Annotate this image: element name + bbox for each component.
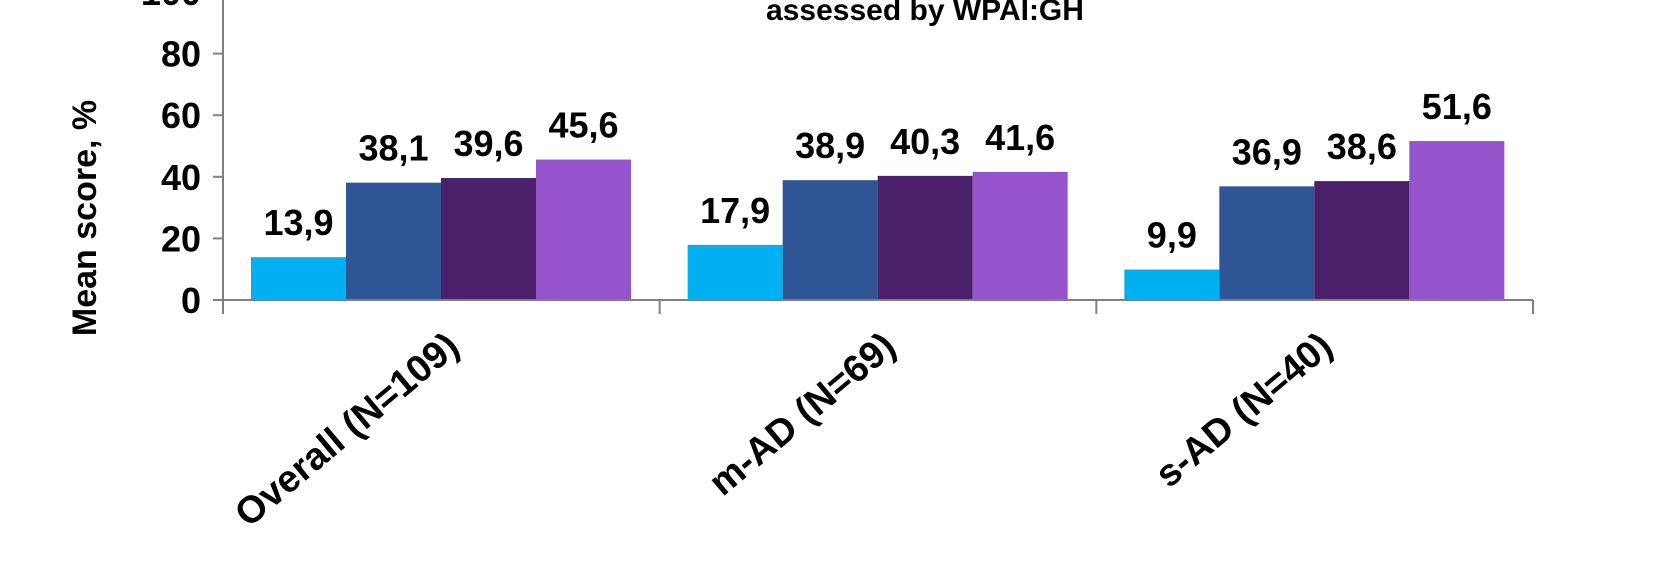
bar bbox=[536, 159, 631, 300]
bar bbox=[1314, 181, 1410, 300]
data-label: 9,9 bbox=[1147, 215, 1197, 256]
data-label: 36,9 bbox=[1232, 131, 1302, 172]
x-tick-label: m-AD (N=69) bbox=[701, 325, 904, 504]
y-axis-label: Mean score, % bbox=[66, 100, 104, 336]
data-label: 45,6 bbox=[548, 105, 618, 146]
bar bbox=[877, 175, 973, 300]
bar bbox=[687, 244, 783, 300]
data-label: 39,6 bbox=[453, 123, 523, 164]
y-tick-label: 80 bbox=[161, 34, 201, 75]
bar bbox=[1219, 186, 1315, 300]
bar bbox=[346, 182, 441, 300]
y-tick-label: 20 bbox=[161, 218, 201, 259]
data-label: 38,9 bbox=[795, 125, 865, 166]
data-label: 40,3 bbox=[890, 121, 960, 162]
data-label: 17,9 bbox=[700, 190, 770, 231]
data-label: 51,6 bbox=[1422, 86, 1492, 127]
data-label: 41,6 bbox=[985, 117, 1055, 158]
data-label: 38,1 bbox=[358, 128, 428, 169]
data-label: 13,9 bbox=[263, 202, 333, 243]
bar bbox=[251, 257, 346, 300]
bar bbox=[1124, 269, 1220, 300]
bar bbox=[441, 178, 536, 300]
plot-area: 0 20 40 60 80 100 13,9 38,1 39,6 45,6 17,9 38,9 40,3… bbox=[141, 0, 1534, 536]
y-tick-label: 0 bbox=[181, 280, 201, 321]
y-tick-label: 100 bbox=[141, 0, 201, 13]
y-tick-label: 40 bbox=[161, 157, 201, 198]
x-tick-label: s-AD (N=40) bbox=[1148, 325, 1341, 496]
data-label: 38,6 bbox=[1327, 126, 1397, 167]
chart-title: assessed by WPAI:GH bbox=[766, 0, 1084, 27]
bar bbox=[972, 171, 1068, 300]
x-tick-label: Overall (N=109) bbox=[227, 325, 467, 536]
bar bbox=[782, 180, 878, 300]
bar bbox=[1409, 141, 1505, 300]
y-tick-label: 60 bbox=[161, 95, 201, 136]
